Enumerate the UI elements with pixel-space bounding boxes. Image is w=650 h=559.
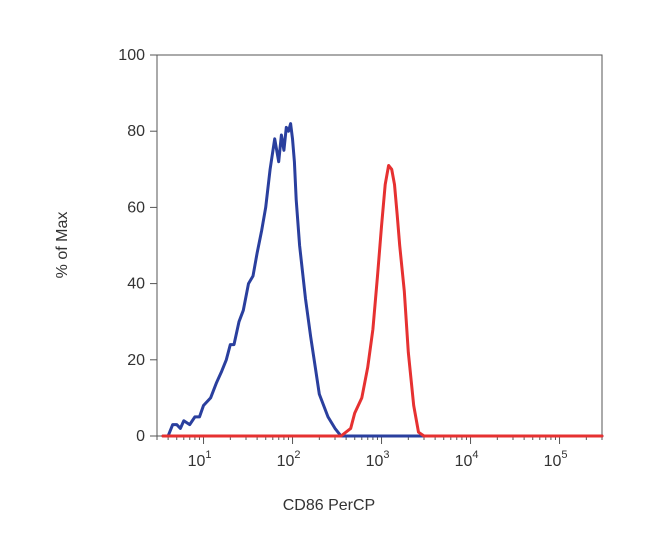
x-tick-base: 10 <box>188 453 206 470</box>
y-tick-label: 20 <box>127 352 145 369</box>
y-axis-title: % of Max <box>54 212 71 279</box>
series-line-1 <box>161 122 604 438</box>
x-tick-label: 102 <box>277 449 301 470</box>
x-tick-exponent: 3 <box>383 449 389 461</box>
x-tick-exponent: 5 <box>561 449 567 461</box>
x-tick-base: 10 <box>544 453 562 470</box>
series-layer <box>161 122 604 438</box>
y-tick-label: 100 <box>118 47 145 64</box>
x-tick-exponent: 4 <box>472 449 478 461</box>
y-axis: 0 20 40 60 80 100 <box>118 47 157 445</box>
x-tick-exponent: 1 <box>205 449 211 461</box>
y-tick-label: 60 <box>127 199 145 216</box>
x-tick-label: 104 <box>455 449 479 470</box>
x-tick-label: 101 <box>188 449 212 470</box>
x-axis: 101 102 103 104 105 <box>156 436 603 470</box>
series-line-2 <box>161 164 604 438</box>
x-tick-base: 10 <box>455 453 473 470</box>
x-tick-label: 103 <box>366 449 390 470</box>
y-tick-label: 40 <box>127 276 145 293</box>
y-tick-label: 80 <box>127 123 145 140</box>
x-tick-base: 10 <box>277 453 295 470</box>
y-tick-label: 0 <box>136 428 145 445</box>
x-tick-exponent: 2 <box>294 449 300 461</box>
x-tick-label: 105 <box>544 449 568 470</box>
x-tick-base: 10 <box>366 453 384 470</box>
x-axis-title: CD86 PerCP <box>283 497 375 514</box>
